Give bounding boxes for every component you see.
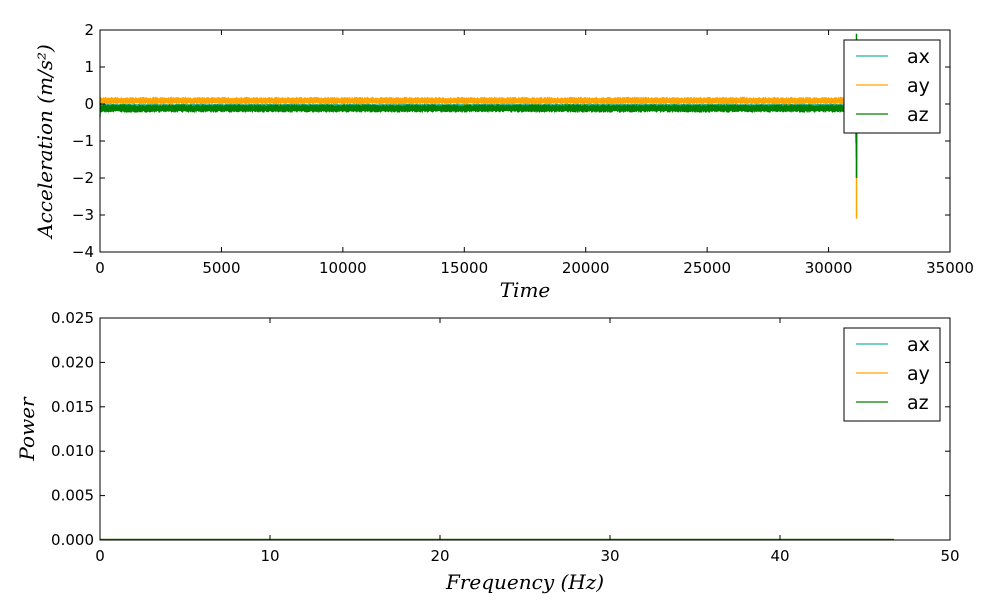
- acceleration-y-tick-label: −1: [72, 132, 94, 150]
- acceleration-y-tick-label: −2: [72, 169, 94, 187]
- acceleration-legend-label-ay: ay: [907, 75, 930, 97]
- power-spectrum-x-label: Frequency (Hz): [445, 570, 604, 594]
- acceleration-y-tick-label: 2: [84, 21, 94, 39]
- power-spectrum-plot-frame: [99, 317, 951, 541]
- power-spectrum-legend: ax ay az: [843, 327, 941, 422]
- acceleration-y-tick-label: −3: [72, 206, 94, 224]
- power-spectrum-x-tick-label: 40: [770, 547, 789, 565]
- power-spectrum-y-tick-label: 0.020: [51, 353, 94, 371]
- power-spectrum-x-tick-label: 20: [430, 547, 449, 565]
- power-spectrum-y-tick-label: 0.000: [51, 531, 94, 549]
- power-spectrum-y-tick-label: 0.025: [51, 309, 94, 327]
- power-spectrum-legend-label-ay: ay: [907, 363, 930, 385]
- acceleration-y-tick-label: 0: [84, 95, 94, 113]
- acceleration-legend: ax ay az: [843, 39, 941, 134]
- power-spectrum-y-tick-label: 0.005: [51, 487, 94, 505]
- acceleration-plot-frame: [99, 29, 951, 253]
- acceleration-y-label: Acceleration (m/s²): [33, 44, 57, 240]
- acceleration-trace-ay: [99, 96, 859, 179]
- power-spectrum-plot: 0 10 20 30 40 50 0.000 0.005 0.010 0.015 0.020 0.02…: [15, 309, 960, 594]
- power-spectrum-x-tick-label: 30: [600, 547, 619, 565]
- acceleration-ticks: 0 5000 10000 15000 20000 25000 30000 35000 −4 −3 −…: [72, 21, 974, 277]
- acceleration-plot: 0 5000 10000 15000 20000 25000 30000 35000 −4 −3 −…: [33, 21, 974, 302]
- power-spectrum-x-tick-label: 0: [95, 547, 105, 565]
- power-spectrum-y-tick-label: 0.015: [51, 398, 94, 416]
- acceleration-x-tick-label: 30000: [805, 259, 853, 277]
- acceleration-x-tick-label: 10000: [319, 259, 367, 277]
- acceleration-x-label: Time: [500, 278, 551, 302]
- acceleration-x-tick-label: 5000: [202, 259, 240, 277]
- acceleration-y-tick-label: −4: [72, 243, 94, 261]
- power-spectrum-legend-label-ax: ax: [907, 334, 930, 356]
- power-spectrum-legend-label-az: az: [907, 392, 929, 414]
- acceleration-x-tick-label: 25000: [683, 259, 731, 277]
- power-spectrum-ticks: 0 10 20 30 40 50 0.000 0.005 0.010 0.015 0.020 0.02…: [51, 309, 960, 565]
- power-spectrum-x-tick-label: 50: [940, 547, 959, 565]
- power-spectrum-y-tick-label: 0.010: [51, 442, 94, 460]
- acceleration-x-tick-label: 15000: [440, 259, 488, 277]
- power-spectrum-y-label: Power: [15, 396, 39, 462]
- power-spectrum-x-tick-label: 10: [260, 547, 279, 565]
- acceleration-legend-label-ax: ax: [907, 46, 930, 68]
- acceleration-x-tick-label: 20000: [562, 259, 610, 277]
- acceleration-traces: [99, 33, 859, 219]
- acceleration-y-tick-label: 1: [84, 58, 94, 76]
- acceleration-x-tick-label: 35000: [926, 259, 974, 277]
- power-spectrum-legend-box: [843, 327, 941, 422]
- acceleration-trace-az: [99, 66, 859, 144]
- acceleration-legend-label-az: az: [907, 104, 929, 126]
- acceleration-x-tick-label: 0: [95, 259, 105, 277]
